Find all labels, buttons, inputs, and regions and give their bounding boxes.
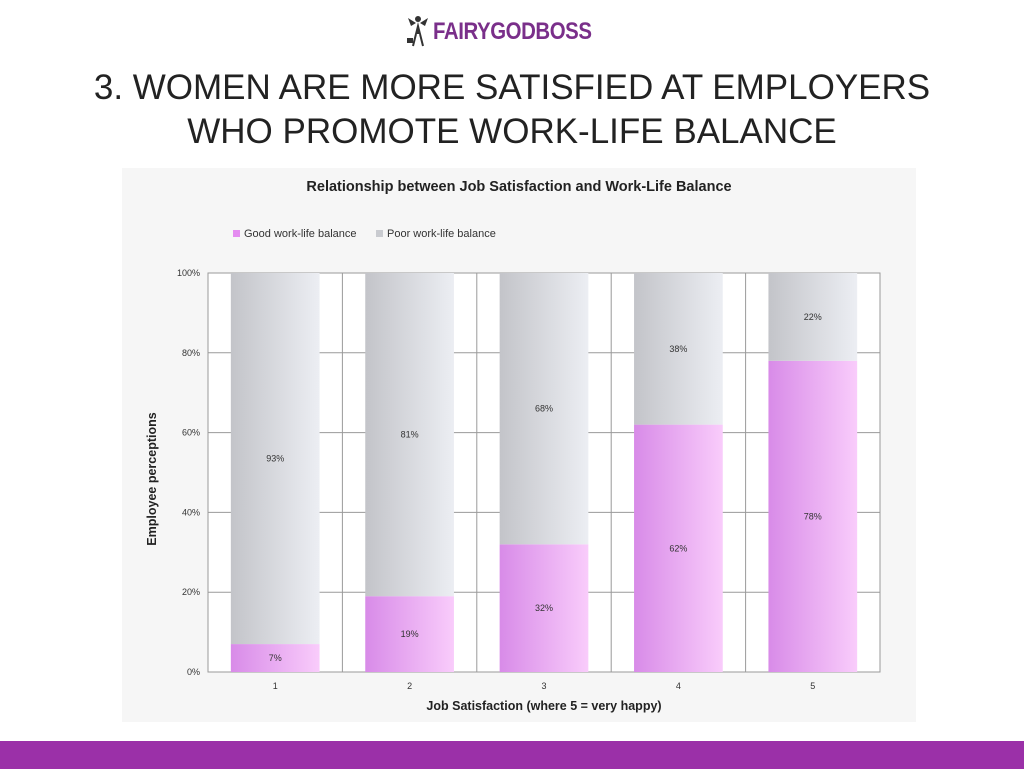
chart-title: Relationship between Job Satisfaction an…: [306, 179, 731, 195]
x-tick-label: 1: [273, 681, 278, 691]
bar-good-2: [365, 596, 454, 672]
bar-poor-4: [634, 273, 723, 425]
brand-logo: FAIRYGODBOSS: [0, 12, 1024, 52]
footer-bar: [0, 741, 1024, 769]
y-axis-label: Employee perceptions: [145, 412, 159, 545]
data-label-good-2: 19%: [401, 629, 419, 639]
slide-title: 3. WOMEN ARE MORE SATISFIED AT EMPLOYERS…: [40, 66, 984, 154]
data-label-good-5: 78%: [804, 511, 822, 521]
data-label-good-3: 32%: [535, 603, 553, 613]
bar-good-5: [768, 360, 858, 672]
bar-poor-2: [365, 273, 454, 597]
data-label-good-1: 7%: [269, 653, 282, 663]
x-axis: 1 2 3 4 5: [273, 681, 816, 691]
stacked-bar-chart: Relationship between Job Satisfaction an…: [122, 168, 916, 722]
slide-title-line-2: WHO PROMOTE WORK-LIFE BALANCE: [187, 112, 837, 151]
bar-poor-5: [768, 273, 858, 361]
data-label-poor-4: 38%: [669, 344, 687, 354]
legend-swatch-poor: [376, 230, 383, 237]
y-tick-label: 40%: [182, 507, 200, 517]
y-tick-label: 80%: [182, 348, 200, 358]
data-label-poor-5: 22%: [804, 312, 822, 322]
data-label-poor-1: 93%: [266, 454, 284, 464]
chart-card: Relationship between Job Satisfaction an…: [122, 168, 916, 722]
x-axis-label: Job Satisfaction (where 5 = very happy): [426, 699, 661, 713]
y-tick-label: 100%: [177, 268, 200, 278]
legend-label-poor: Poor work-life balance: [387, 228, 496, 240]
bar-good-1: [230, 644, 320, 672]
y-tick-label: 60%: [182, 428, 200, 438]
bar-good-3: [499, 544, 589, 672]
x-tick-label: 2: [407, 681, 412, 691]
x-tick-label: 4: [676, 681, 681, 691]
bar-good-4: [634, 424, 723, 672]
legend-swatch-good: [233, 230, 240, 237]
x-tick-label: 3: [541, 681, 546, 691]
legend-label-good: Good work-life balance: [244, 228, 357, 240]
x-tick-label: 5: [810, 681, 815, 691]
legend: Good work-life balance Poor work-life bal…: [233, 228, 496, 240]
bar-poor-1: [230, 273, 320, 645]
y-tick-label: 0%: [187, 667, 200, 677]
slide-title-line-1: 3. WOMEN ARE MORE SATISFIED AT EMPLOYERS: [93, 68, 931, 107]
brand-name: FAIRYGODBOSS: [432, 18, 592, 45]
fairy-icon: [406, 16, 428, 47]
data-label-poor-3: 68%: [535, 404, 553, 414]
bars: 7% 93% 19% 81% 32% 68% 62% 38% 78% 22%: [230, 273, 858, 672]
y-tick-label: 20%: [182, 587, 200, 597]
y-axis: 0% 20% 40% 60% 80% 100%: [177, 268, 200, 677]
data-label-good-4: 62%: [669, 543, 687, 553]
data-label-poor-2: 81%: [401, 430, 419, 440]
bar-poor-3: [499, 273, 589, 545]
